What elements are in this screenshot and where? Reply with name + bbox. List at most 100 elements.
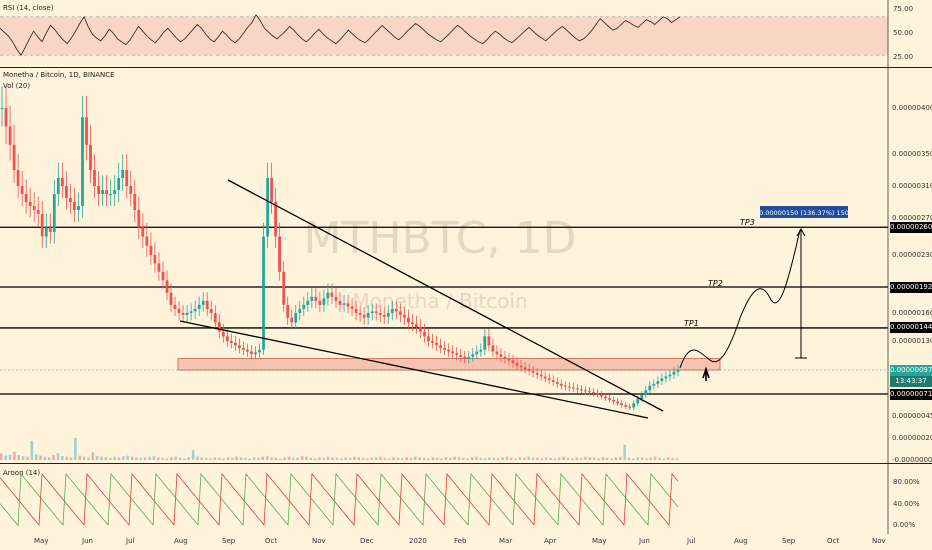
volume-bar [366, 458, 369, 461]
candle-body [382, 314, 386, 317]
volume-bar [344, 457, 347, 461]
price-axis-label: 0.00000020 [892, 434, 932, 442]
volume-bar [666, 457, 670, 461]
candle-body [398, 311, 402, 315]
candle-body [89, 144, 92, 170]
candle-body [173, 304, 177, 309]
candle-body [69, 198, 72, 202]
volume-bar [675, 458, 679, 461]
volume-bar [318, 457, 321, 461]
candle-body [604, 396, 607, 399]
candle-body [0, 108, 4, 109]
level-tag: 13:43:37 [890, 375, 932, 387]
time-axis[interactable]: May Jun Jul Aug Sep Oct Nov Dec 2020 Feb Mar Apr May… [0, 534, 932, 550]
volume-bar [414, 456, 417, 460]
volume-bar [43, 456, 47, 460]
candle-body [390, 308, 394, 313]
candle-body [463, 356, 467, 359]
volume-bar [196, 456, 199, 460]
price-pane[interactable]: MTHBTC, 1D Monetha / Bitcoin 0.00000150 (1… [0, 68, 932, 464]
rsi-pane: RSI (14, close) 75.00 50.00 25.00 [0, 0, 932, 67]
candle-body [407, 317, 410, 323]
volume-bar [296, 457, 299, 461]
rsi-axis-50: 50.00 [893, 29, 914, 37]
candle-body [217, 322, 221, 332]
measure-arrowhead [796, 227, 806, 237]
time-axis-label: Oct [827, 537, 840, 545]
candle-body [447, 349, 450, 352]
candle-body [612, 399, 615, 402]
candle-body [394, 308, 398, 312]
measure-label-bg [760, 206, 848, 218]
candle-body [258, 349, 261, 353]
candle-body [624, 405, 628, 407]
candle-body [81, 117, 84, 206]
candle-body [354, 308, 358, 313]
candle-body [61, 178, 64, 186]
candle-body [503, 356, 507, 359]
candle-body [161, 271, 165, 281]
volume-bar [130, 456, 134, 460]
rsi-axis-75: 75.00 [893, 5, 914, 13]
candle-body [592, 392, 595, 394]
aroon-axis-80: 80.00% [893, 478, 920, 486]
aroon-plot [0, 464, 889, 534]
aroon-pane: Aroon (14) 80.00% 40.00% 0.00% [0, 464, 932, 534]
volume-bar [510, 457, 513, 460]
volume-bar [222, 458, 225, 461]
candle-body [322, 298, 326, 305]
candle-body [334, 296, 338, 301]
candle-body [185, 313, 189, 315]
target-label-tp1: TP1 [684, 319, 699, 328]
candle-body [660, 378, 664, 382]
volume-bar [52, 455, 55, 461]
candle-body [431, 341, 434, 343]
candle-body [636, 399, 640, 404]
candle-body [632, 403, 636, 408]
candle-body [36, 210, 40, 214]
candle-body [262, 236, 265, 350]
candle-body [459, 355, 463, 357]
candle-body [32, 206, 36, 210]
volume-title: Vol (20) [3, 82, 31, 90]
level-tag: 0.00000144 [890, 322, 932, 334]
volume-bar [17, 455, 20, 461]
candle-body [93, 170, 96, 186]
volume-bar [87, 457, 90, 461]
price-axis-label: 0.00000160 [892, 309, 932, 317]
pane-separator-2[interactable] [0, 463, 932, 464]
candle-body [555, 382, 559, 384]
volume-bar [649, 457, 653, 461]
volume-bar [575, 457, 578, 461]
volume-bar [523, 457, 526, 460]
candle-body [487, 336, 491, 346]
candle-body [370, 311, 374, 313]
volume-bar [209, 458, 212, 461]
rsi-line [0, 14, 681, 56]
volume-bar [479, 457, 483, 460]
candle-body [535, 372, 539, 375]
candle-body [221, 331, 225, 337]
candle-body [423, 331, 426, 337]
volume-bar [422, 457, 426, 460]
pane-separator[interactable] [0, 67, 932, 68]
volume-bar [0, 453, 3, 460]
time-axis-label: 2020 [409, 537, 427, 545]
volume-bar [248, 458, 252, 461]
candle-body [415, 324, 418, 327]
candle-body [314, 296, 318, 301]
candle-body [270, 178, 273, 202]
candle-body [201, 300, 205, 305]
candle-body [40, 214, 44, 237]
price-axis-label: 0.00000400 [892, 104, 932, 112]
volume-bar [405, 457, 408, 461]
volume-bar [26, 456, 29, 460]
candle-body [547, 378, 551, 381]
volume-bar [322, 457, 326, 460]
candle-body [298, 308, 302, 313]
volume-bar [597, 458, 600, 461]
volume-bar [518, 457, 522, 461]
candle-body [499, 354, 503, 357]
candle-body [274, 202, 277, 237]
